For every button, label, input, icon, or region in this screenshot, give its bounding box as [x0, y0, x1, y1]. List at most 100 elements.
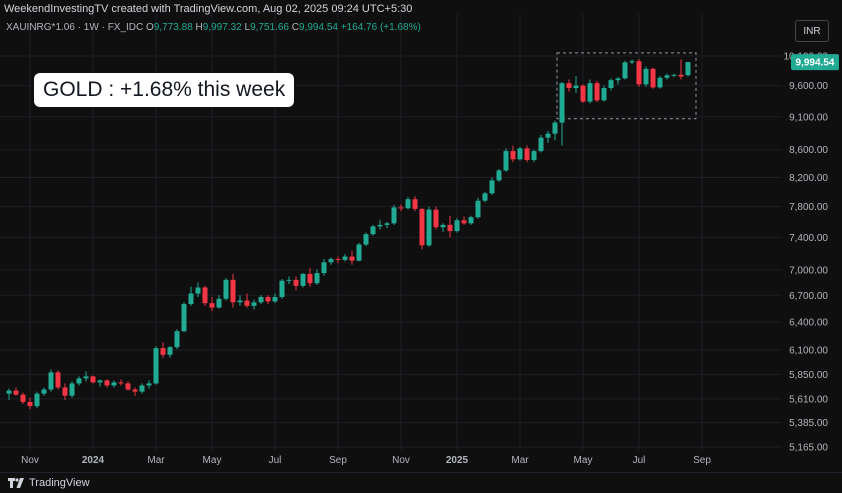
tradingview-brand[interactable]: TradingView: [29, 477, 90, 489]
x-tick-label: Sep: [329, 455, 347, 466]
candle-body: [125, 383, 131, 390]
candle-body: [41, 389, 47, 394]
open-value: 9,773.88: [153, 22, 193, 33]
candle-body: [398, 207, 404, 209]
candle-body: [160, 348, 166, 355]
candle-body: [664, 75, 670, 78]
candle-body: [468, 217, 474, 224]
currency-button[interactable]: INR: [795, 20, 829, 42]
candle-body: [510, 151, 516, 160]
candle-body: [55, 372, 61, 388]
candle-body: [307, 273, 313, 284]
y-tick-label: 6,400.00: [789, 318, 828, 329]
candle-body: [321, 262, 327, 274]
candle-body: [545, 133, 551, 138]
x-tick-label: Nov: [392, 455, 410, 466]
candle-body: [6, 390, 12, 394]
low-value: 9,751.66: [250, 22, 289, 33]
y-tick-label: 7,800.00: [789, 202, 828, 213]
candle-body: [69, 383, 75, 396]
candle-body: [181, 304, 187, 332]
y-tick-label: 9,600.00: [789, 81, 828, 92]
candle-body: [531, 151, 537, 160]
candle-body: [342, 256, 348, 260]
candle-body: [426, 209, 432, 246]
candle-body: [636, 61, 642, 85]
candle-body: [594, 83, 600, 101]
candle-body: [678, 74, 684, 77]
x-tick-label: Nov: [21, 455, 39, 466]
candle-body: [622, 62, 628, 79]
candle-body: [132, 389, 138, 392]
candle-body: [97, 380, 103, 383]
last-price-tag: [791, 54, 839, 71]
y-tick-label: 8,600.00: [789, 145, 828, 156]
candle-body: [314, 273, 320, 284]
y-tick-label: 5,850.00: [789, 370, 828, 381]
candle-body: [454, 220, 460, 232]
candle-body: [447, 224, 453, 232]
candle-body: [573, 85, 579, 89]
candle-body: [419, 208, 425, 246]
tradingview-logo-icon[interactable]: [8, 478, 24, 488]
symbol-name[interactable]: XAUINRG*1.06 · 1W · FX_IDC: [6, 22, 144, 33]
candlestick-chart[interactable]: 10,100.009,600.009,100.008,600.008,200.0…: [0, 0, 842, 472]
candle-body: [608, 80, 614, 89]
candle-body: [377, 224, 383, 227]
low-label: L: [244, 22, 251, 33]
candle-body: [517, 148, 523, 160]
candle-body: [188, 293, 194, 305]
candle-body: [370, 226, 376, 235]
candle-body: [580, 85, 586, 102]
candle-body: [244, 300, 250, 306]
candle-body: [76, 378, 82, 384]
candle-body: [146, 383, 152, 386]
candle-body: [643, 68, 649, 85]
y-tick-label: 7,400.00: [789, 233, 828, 244]
candle-body: [538, 137, 544, 152]
candle-body: [83, 376, 89, 379]
candle-body: [167, 347, 173, 355]
symbol-ohlc-row: XAUINRG*1.06 · 1W · FX_IDC O9,773.88 H9,…: [6, 22, 421, 33]
candle-body: [230, 279, 236, 303]
candle-body: [629, 61, 635, 63]
y-tick-label: 5,385.00: [789, 418, 828, 429]
candle-body: [216, 298, 222, 308]
chart-credit: WeekendInvestingTV created with TradingV…: [4, 3, 413, 15]
candle-body: [293, 279, 299, 286]
candle-body: [412, 199, 418, 209]
candle-body: [223, 279, 229, 299]
candle-body: [279, 280, 285, 298]
candle-body: [657, 77, 663, 88]
candle-body: [363, 234, 369, 245]
candle-body: [118, 382, 124, 384]
candle-body: [356, 244, 362, 261]
candle-body: [461, 220, 467, 224]
candle-body: [139, 385, 145, 392]
candle-body: [20, 394, 26, 402]
last-price-label: 9,994.54: [796, 58, 835, 69]
candle-body: [153, 348, 159, 384]
candle-body: [48, 372, 54, 390]
candle-body: [566, 83, 572, 89]
candle-body: [209, 303, 215, 308]
candle-body: [104, 380, 110, 386]
candle-body: [496, 170, 502, 181]
candle-body: [328, 259, 334, 263]
high-label: H: [195, 22, 203, 33]
candle-body: [195, 287, 201, 294]
y-tick-label: 9,100.00: [789, 112, 828, 123]
candle-body: [671, 74, 677, 76]
candle-body: [27, 401, 33, 407]
candle-body: [13, 390, 19, 395]
x-tick-label: Jul: [633, 455, 646, 466]
x-tick-label: 2025: [446, 455, 469, 466]
y-tick-label: 8,200.00: [789, 173, 828, 184]
candle-body: [650, 68, 656, 88]
x-tick-label: May: [203, 455, 222, 466]
close-value: 9,994.54: [299, 22, 338, 33]
candle-body: [251, 302, 257, 306]
candle-body: [503, 151, 509, 171]
high-value: 9,997.32: [202, 22, 242, 33]
y-tick-label: 5,610.00: [789, 394, 828, 405]
